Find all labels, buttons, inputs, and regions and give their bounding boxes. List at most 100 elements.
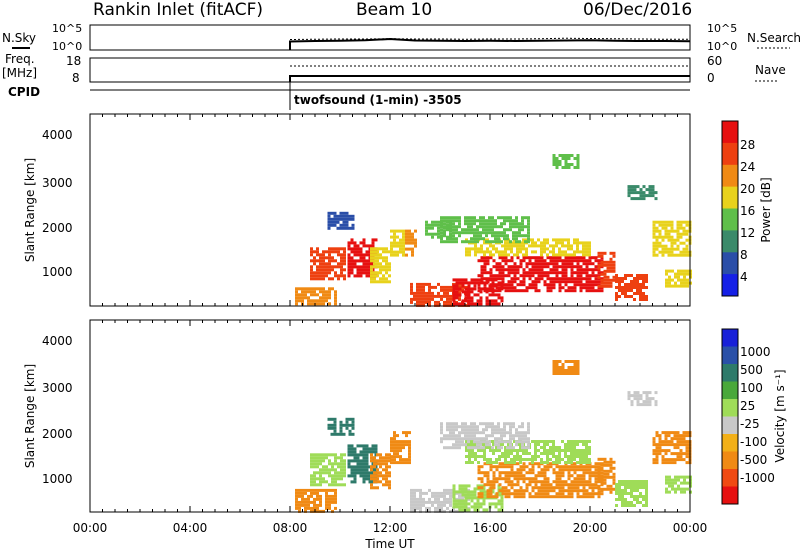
power-cell (365, 250, 369, 254)
velocity-cell (362, 444, 366, 448)
power-cell (519, 250, 522, 254)
power-cell (651, 188, 655, 192)
velocity-cell (504, 465, 508, 469)
velocity-cell (671, 484, 674, 488)
vel-cb-tick--1000: -1000 (740, 471, 775, 485)
velocity-cell (510, 480, 514, 484)
power-cell (648, 185, 652, 189)
velocity-cell (597, 490, 601, 494)
velocity-cell (440, 440, 443, 444)
power-cell (524, 234, 527, 238)
velocity-cell (483, 455, 486, 458)
power-cell (461, 302, 465, 306)
power-cell (515, 231, 518, 235)
velocity-cell (543, 461, 546, 464)
power-cell (534, 256, 538, 260)
velocity-cell (636, 400, 640, 404)
velocity-cell (325, 456, 328, 460)
power-cell (370, 280, 373, 284)
power-cell (624, 274, 627, 277)
velocity-cell (446, 506, 449, 510)
freq-panel (89, 57, 691, 83)
power-cell (348, 217, 352, 221)
power-cell (437, 232, 440, 236)
power-cell (473, 240, 476, 244)
velocity-cell (446, 491, 449, 495)
velocity-cell (497, 422, 500, 426)
velocity-cell (527, 422, 530, 426)
power-cell (522, 238, 525, 242)
velocity-cell (393, 431, 396, 435)
velocity-cell (642, 486, 645, 489)
power-cell (504, 244, 507, 248)
velocity-cell (540, 483, 544, 487)
velocity-cell (497, 446, 500, 450)
velocity-cell (351, 426, 355, 430)
power-cell (546, 247, 549, 251)
power-cell (518, 228, 521, 232)
power-cell (567, 277, 571, 281)
velocity-cell (561, 474, 565, 478)
power-cell (555, 280, 559, 284)
velocity-cell (476, 425, 479, 429)
power-cell (543, 247, 546, 251)
power-cell (685, 250, 689, 254)
power-cell (477, 283, 481, 287)
power-cell (353, 241, 357, 245)
power-cell (348, 214, 352, 218)
velocity-cell (515, 443, 518, 447)
power-cell (579, 271, 583, 275)
power-cell (440, 234, 443, 238)
power-cell (642, 197, 646, 201)
power-cell (365, 274, 369, 278)
power-cell (594, 256, 598, 260)
power-cell (343, 262, 346, 266)
velocity-colorbar-segment (722, 451, 738, 470)
power-cell (356, 259, 360, 263)
power-cell (558, 277, 562, 281)
velocity-cell (455, 428, 458, 432)
power-cell (452, 284, 456, 288)
power-cell (615, 274, 618, 277)
velocity-cell (558, 471, 562, 475)
velocity-cell (521, 437, 524, 441)
power-cell (467, 222, 470, 226)
velocity-cell (416, 506, 419, 510)
power-cell (474, 253, 477, 257)
power-cell (567, 157, 571, 160)
velocity-cell (597, 484, 601, 488)
velocity-cell (461, 502, 465, 506)
power-cell (537, 244, 540, 248)
velocity-cell (410, 503, 413, 507)
power-cell (467, 281, 471, 285)
velocity-cell (370, 477, 373, 481)
power-cell (576, 154, 580, 157)
power-cell (576, 277, 580, 281)
velocity-cell (482, 437, 485, 441)
power-cell (512, 219, 515, 223)
power-cell (630, 185, 634, 189)
power-cell (513, 271, 517, 275)
velocity-cell (461, 505, 465, 509)
power-cell (579, 289, 583, 293)
power-cell (576, 256, 580, 260)
velocity-cell (388, 480, 391, 484)
power-cell (685, 253, 689, 257)
velocity-cell (534, 492, 538, 496)
power-cell (673, 253, 677, 257)
velocity-cell (492, 461, 495, 464)
velocity-cell (524, 434, 527, 438)
power-cell (476, 281, 480, 285)
power-cell (313, 290, 316, 294)
velocity-cell (664, 452, 668, 456)
power-cell (402, 238, 405, 242)
velocity-cell (519, 471, 523, 475)
power-cell (525, 286, 529, 290)
velocity-cell (410, 488, 413, 492)
velocity-cell (570, 458, 573, 461)
velocity-cell (298, 500, 301, 504)
power-cell (488, 225, 491, 229)
power-cell (603, 263, 607, 267)
power-cell (373, 256, 376, 260)
power-cell (370, 277, 373, 281)
